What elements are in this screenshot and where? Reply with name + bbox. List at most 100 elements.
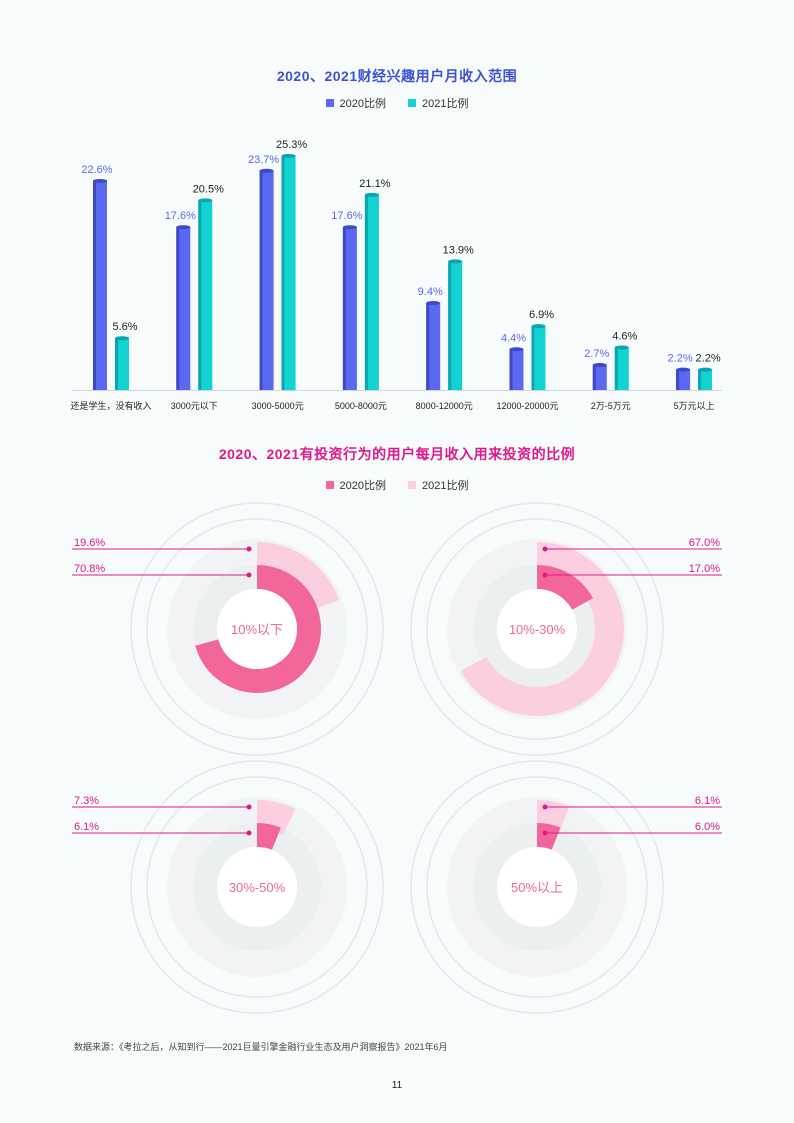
bar-value-label: 2.2% (668, 353, 693, 365)
bar-2021-0: 5.6% (112, 321, 138, 390)
value-label-2020: 6.0% (695, 821, 720, 833)
outer-ring-decor (426, 776, 648, 998)
outer-ring-decor (130, 502, 384, 756)
category-label: 8000-12000元 (416, 401, 473, 411)
bar-cap (342, 225, 357, 230)
bar-value-label: 20.5% (193, 183, 224, 195)
bar-shade (364, 194, 368, 390)
arc-2021 (257, 542, 340, 610)
bar-face (115, 338, 129, 390)
arc-2020 (537, 823, 561, 850)
donut-panel-2: 30%-50% 7.3% 6.1% (72, 760, 384, 1014)
legend-label-2021: 2021比例 (422, 98, 469, 110)
bar-shade (426, 303, 430, 390)
donut-inner-backdrop (473, 823, 601, 951)
legend-swatch-2021 (408, 99, 416, 107)
bar-face (426, 303, 441, 390)
bar-2020-3: 17.6% (331, 210, 363, 390)
bar-cap (614, 345, 629, 350)
income-bar-chart: 22.6% 5.6% 还是学生，没有收入 17.6% 20.5% 3000元以下 23.7%… (70, 139, 722, 411)
donut-center-label: 10%以下 (231, 622, 283, 637)
bar-value-label: 9.4% (418, 286, 443, 298)
bar-cap (531, 324, 546, 329)
category-label: 12000-20000元 (496, 401, 558, 411)
bar-face (448, 261, 463, 390)
value-label-2021: 67.0% (689, 537, 720, 549)
arc-2020 (257, 823, 281, 850)
bar-face (614, 347, 629, 390)
bar-value-label: 5.6% (112, 321, 137, 333)
bar-value-label: 22.6% (81, 164, 112, 176)
donut-inner-backdrop (473, 565, 601, 693)
donut-legend-swatch-2020 (325, 481, 334, 489)
bar-2021-7: 2.2% (696, 353, 721, 390)
data-source-footnote: 数据来源：《考拉之后，从知到行——2021巨量引擎金融行业生态及用户洞察报告》2… (74, 1042, 448, 1052)
bar-shade (448, 261, 452, 390)
arc-2020 (195, 565, 322, 693)
bar-face (676, 369, 691, 390)
bar-2020-2: 23.7% (248, 154, 279, 390)
category-label: 2万-5万元 (591, 401, 631, 411)
bar-face (198, 200, 213, 390)
bar-shade (698, 369, 702, 390)
donut-panel-1: 10%-30% 67.0% 17.0% (410, 502, 722, 756)
page-number: 11 (391, 1080, 403, 1091)
bar-cap (93, 178, 107, 183)
bar-face (698, 369, 713, 390)
bar-2020-1: 17.6% (165, 210, 196, 390)
bar-value-label: 6.9% (529, 309, 554, 321)
bar-cap (676, 367, 691, 372)
bar-cap (259, 168, 274, 173)
value-label-2020: 70.8% (74, 563, 105, 575)
bar-shade (176, 227, 180, 390)
category-label: 还是学生，没有收入 (70, 400, 151, 411)
bar-cap (281, 153, 296, 158)
bar-shade (259, 170, 263, 390)
donut-hole (217, 589, 297, 669)
outer-ring-decor (426, 518, 648, 740)
value-label-2020: 6.1% (74, 821, 99, 833)
bar-cap (364, 192, 379, 197)
value-label-2021: 19.6% (74, 537, 105, 549)
bar-face (93, 180, 107, 390)
donut-hole (497, 847, 577, 927)
arc-2021 (257, 800, 296, 835)
bar-2020-0: 22.6% (81, 164, 113, 390)
category-label: 3000-5000元 (252, 401, 304, 411)
bar-face (342, 227, 357, 390)
leader-dot (246, 804, 252, 810)
bar-value-label: 13.9% (443, 244, 474, 256)
value-label-2021: 7.3% (74, 795, 99, 807)
legend-item-2020: 2020比例 (325, 95, 386, 111)
leader-dot (542, 546, 548, 552)
bar-2020-7: 2.2% (668, 353, 693, 390)
bar-face (281, 155, 296, 390)
bar-2021-6: 4.6% (612, 330, 638, 390)
donut-inner-backdrop (193, 565, 321, 693)
category-label: 5万元以上 (674, 401, 715, 411)
bar-shade (93, 180, 96, 390)
bar-value-label: 2.7% (584, 348, 609, 360)
bar-cap (176, 225, 191, 230)
leader-dot (542, 804, 548, 810)
bar-2021-3: 21.1% (359, 178, 391, 390)
bar-face (509, 349, 524, 390)
bar-cap (592, 363, 607, 368)
bar-value-label: 4.4% (501, 332, 526, 344)
outer-ring-decor (410, 760, 664, 1014)
bar-cap (115, 336, 129, 341)
donut-chart-title: 2020、2021有投资行为的用户每月收入用来投资的比例 (218, 446, 576, 462)
outer-ring-decor (146, 776, 368, 998)
donut-center-label: 10%-30% (509, 622, 566, 637)
bar-value-label: 25.3% (276, 139, 307, 151)
bar-cap (698, 367, 713, 372)
bar-shade (342, 227, 346, 390)
donut-backdrop (167, 539, 347, 719)
donut-inner-backdrop (193, 823, 321, 951)
donut-hole (497, 589, 577, 669)
bar-cap (448, 259, 463, 264)
bar-value-label: 17.6% (331, 210, 362, 222)
bar-cap (198, 198, 213, 203)
bar-2021-4: 13.9% (443, 244, 474, 390)
outer-ring-decor (146, 518, 368, 740)
